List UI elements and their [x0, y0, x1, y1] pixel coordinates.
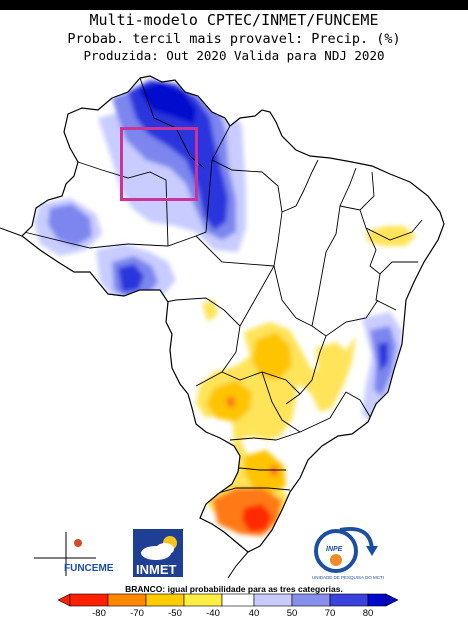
map-title: Multi-modelo CPTEC/INMET/FUNCEME — [89, 11, 379, 29]
inmet-logo — [133, 529, 183, 577]
dry-anomaly-layer — [196, 226, 416, 536]
inmet-label: INMET — [136, 562, 177, 577]
legend-tick: -40 — [206, 608, 220, 619]
legend-tick: -80 — [92, 608, 106, 619]
state-borders — [23, 77, 423, 497]
border-segment-south — [227, 551, 249, 579]
map-subtitle: Probab. tercil mais provavel: Precip. (%… — [67, 31, 401, 47]
wet-anomaly-layer — [34, 80, 402, 424]
inpe-caption: UNIDADE DE PESQUISA DO MCTI — [312, 575, 385, 580]
inpe-label: INPE — [326, 546, 343, 553]
validity-line: Produzida: Out 2020 Valida para NDJ 2020 — [83, 48, 385, 63]
inpe-logo — [314, 527, 378, 573]
legend-colorbar — [57, 593, 399, 607]
legend-tick: -70 — [130, 608, 144, 619]
legend-tick: 80 — [362, 608, 374, 619]
legend-tick: 40 — [248, 608, 260, 619]
legend-tick: -50 — [168, 608, 182, 619]
legend-tick: 70 — [324, 608, 336, 619]
funceme-label: FUNCEME — [64, 563, 114, 574]
border-segment — [0, 227, 23, 237]
highlight-box — [120, 127, 198, 201]
top-bar — [0, 0, 468, 10]
funceme-logo — [34, 532, 96, 576]
legend-note: BRANCO: igual probabilidade para as tres… — [125, 584, 343, 594]
legend-tick: 50 — [286, 608, 298, 619]
